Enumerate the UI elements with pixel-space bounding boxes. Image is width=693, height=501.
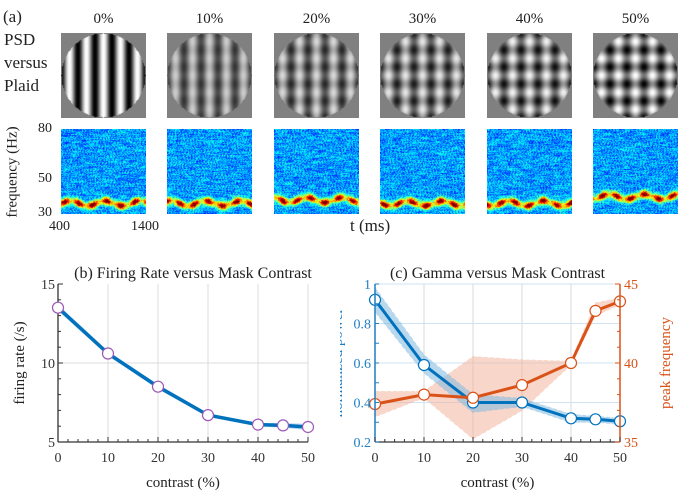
condition-label: 30% bbox=[408, 11, 437, 27]
side-label-versus: versus bbox=[4, 53, 48, 72]
right-y-tick-label: 35 bbox=[624, 436, 638, 451]
data-point bbox=[201, 409, 215, 422]
y-tick-label: 10 bbox=[41, 357, 55, 372]
left-y-axis-label: normalized power bbox=[340, 309, 346, 418]
x-axis-label: contrast (%) bbox=[461, 475, 535, 491]
frequency-data-point bbox=[515, 379, 529, 392]
x-tick-label: 40 bbox=[251, 451, 265, 466]
x-tick-label: 50 bbox=[613, 451, 627, 466]
x-tick-label: 20 bbox=[151, 451, 165, 466]
frequency-data-point bbox=[466, 391, 480, 404]
x-tick-label: 50 bbox=[301, 451, 315, 466]
plaid-stimulus-image bbox=[593, 33, 678, 118]
plaid-stimulus-image bbox=[167, 33, 252, 118]
spectrogram-image bbox=[487, 129, 572, 214]
right-y-axis-label: peak frequency bbox=[658, 316, 674, 409]
left-y-tick-label: 0.2 bbox=[354, 436, 372, 451]
spectrogram-image bbox=[593, 129, 678, 214]
plaid-stimulus-image bbox=[380, 33, 465, 118]
ytick-80: 80 bbox=[38, 121, 52, 136]
power-data-point bbox=[564, 412, 578, 425]
ytick-50: 50 bbox=[38, 171, 52, 186]
panel-a-label: (a) bbox=[3, 7, 22, 26]
spectrogram-image bbox=[380, 129, 465, 214]
x-tick-label: 40 bbox=[564, 451, 578, 466]
y-axis-label: firing rate (/s) bbox=[12, 321, 28, 404]
plaid-stimulus-image bbox=[274, 33, 359, 118]
plaid-stimulus-image bbox=[487, 33, 572, 118]
spectrogram-image bbox=[167, 129, 252, 214]
side-label-psd: PSD bbox=[4, 30, 36, 49]
time-axis-label: t (ms) bbox=[350, 216, 391, 235]
left-y-tick-label: 0.8 bbox=[354, 318, 372, 333]
power-data-point bbox=[589, 413, 602, 426]
y-tick-label: 5 bbox=[48, 436, 55, 451]
data-point bbox=[151, 380, 165, 393]
data-point bbox=[301, 420, 315, 434]
error-band bbox=[58, 304, 308, 431]
condition-label: 50% bbox=[621, 11, 650, 27]
chart-title: (c) Gamma versus Mask Contrast bbox=[390, 265, 606, 282]
right-y-tick-label: 40 bbox=[624, 357, 638, 372]
data-point bbox=[276, 419, 290, 432]
frequency-data-point bbox=[564, 356, 578, 370]
spectrogram-image bbox=[61, 129, 146, 214]
x-tick-label: 0 bbox=[372, 451, 379, 466]
condition-label: 0% bbox=[93, 11, 114, 27]
ytick-30: 30 bbox=[38, 205, 52, 220]
data-point bbox=[51, 301, 65, 314]
data-point bbox=[251, 418, 265, 431]
x-tick-label: 20 bbox=[466, 451, 480, 466]
side-label-plaid: Plaid bbox=[4, 76, 39, 95]
x-tick-label: 10 bbox=[417, 451, 431, 466]
y-tick-label: 15 bbox=[41, 278, 55, 293]
xtick-1400: 1400 bbox=[131, 219, 159, 234]
condition-label: 10% bbox=[195, 11, 224, 27]
firing-rate-line bbox=[56, 306, 309, 429]
x-tick-label: 30 bbox=[201, 451, 215, 466]
x-tick-label: 0 bbox=[55, 451, 62, 466]
spectrogram-image bbox=[274, 129, 359, 214]
condition-label: 20% bbox=[302, 11, 331, 27]
right-y-tick-label: 45 bbox=[624, 278, 638, 293]
power-data-point bbox=[417, 358, 431, 372]
x-tick-label: 30 bbox=[515, 451, 529, 466]
firing-rate-chart: 0 10 20 30 40 50 5 10 15 (b) Firing Rate versus M… bbox=[12, 265, 315, 491]
condition-label: 40% bbox=[515, 11, 544, 27]
left-y-tick-label: 0.6 bbox=[354, 357, 372, 372]
spectrogram-ylabel: frequency (Hz) bbox=[4, 126, 21, 218]
frequency-data-point bbox=[589, 304, 602, 317]
x-axis-label: contrast (%) bbox=[146, 475, 220, 491]
left-y-tick-label: 0.4 bbox=[354, 397, 372, 412]
frequency-data-point bbox=[417, 388, 431, 401]
chart-title: (b) Firing Rate versus Mask Contrast bbox=[74, 265, 312, 282]
data-point bbox=[101, 347, 115, 360]
plaid-stimulus-image bbox=[61, 33, 146, 118]
x-tick-label: 10 bbox=[101, 451, 115, 466]
gamma-chart: 0 10 20 30 40 50 0.2 0.4 0.6 0.8 1 35 40 45 (c) Gamma … bbox=[340, 265, 674, 491]
left-y-tick-label: 1 bbox=[364, 278, 371, 293]
xtick-400: 400 bbox=[49, 219, 70, 234]
power-data-point bbox=[515, 396, 529, 409]
